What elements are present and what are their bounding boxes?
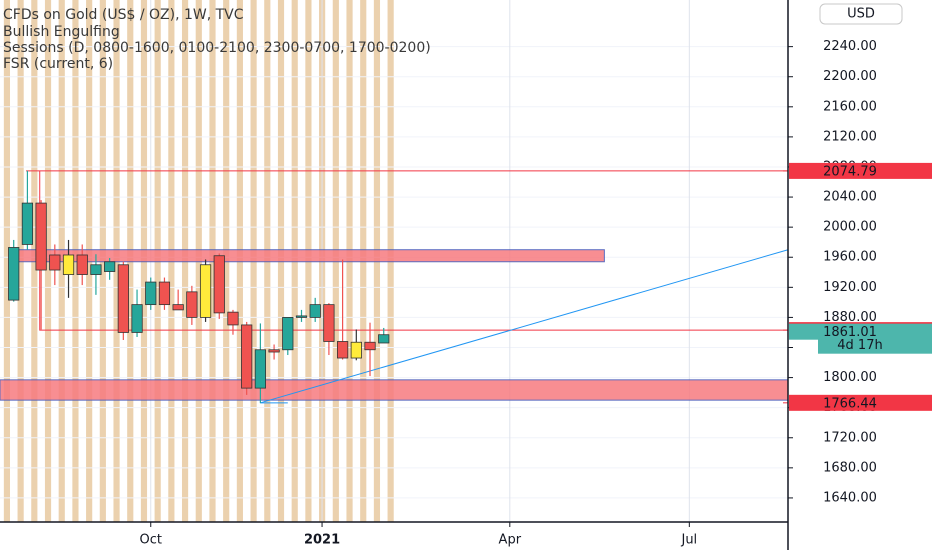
currency-button[interactable]	[819, 3, 903, 25]
candle-body	[90, 264, 102, 275]
zone	[0, 379, 789, 401]
candle-body	[21, 202, 34, 245]
candle-body	[131, 304, 143, 333]
candle-body	[254, 349, 266, 389]
candle-body	[227, 311, 239, 326]
candle-body	[364, 341, 376, 351]
y-tick-label: 2160.00	[823, 99, 877, 114]
indicator: FSR (current, 6)	[3, 56, 113, 72]
price-tag-label: 2074.79	[823, 164, 877, 179]
candle-body	[145, 281, 157, 306]
y-tick-label: 1720.00	[823, 430, 877, 445]
y-tick-label: 2040.00	[823, 190, 877, 205]
trend-line	[260, 249, 789, 404]
candle-body	[172, 304, 184, 311]
candle-body	[309, 304, 321, 318]
y-tick-label: 1640.00	[823, 490, 877, 505]
y-tick-label: 2240.00	[823, 39, 877, 54]
candle-body	[199, 264, 212, 318]
candle-body	[76, 254, 88, 275]
y-tick-label: 1880.00	[823, 310, 877, 325]
candle-body	[158, 281, 171, 306]
candle-body	[323, 304, 335, 342]
price-tag-label: 1861.01	[823, 325, 877, 340]
y-tick-label: 2120.00	[823, 129, 877, 144]
plot-area	[0, 0, 789, 522]
chart-title: CFDs on Gold (US$ / OZ), 1W, TVC	[3, 7, 244, 23]
y-tick-label: 2000.00	[823, 220, 877, 235]
candle-body	[295, 315, 308, 318]
candle-body	[241, 324, 253, 389]
candle-body	[186, 291, 198, 318]
candle-body	[104, 261, 116, 272]
price-tag-label: 1766.44	[823, 396, 877, 411]
y-tick-label: 1800.00	[823, 370, 877, 385]
price-tag	[789, 323, 932, 340]
y-tick-label: 1960.00	[823, 250, 877, 265]
candle-body	[35, 202, 47, 271]
candle-body	[337, 341, 349, 359]
candle-body	[213, 255, 225, 314]
countdown-label: 4d 17h	[837, 338, 882, 353]
x-tick-label: Jul	[680, 533, 697, 548]
candle-body	[62, 254, 75, 275]
y-tick-label: 2200.00	[823, 69, 877, 84]
candle-body	[117, 264, 129, 333]
x-tick-label: Apr	[499, 533, 522, 548]
currency-label[interactable]: USD	[847, 7, 875, 22]
candle-body	[282, 317, 294, 351]
indicator: Sessions (D, 0800-1600, 0100-2100, 2300-…	[3, 40, 431, 56]
x-tick-label: 2021	[304, 533, 340, 548]
candle-body	[350, 341, 362, 359]
candle-body	[378, 334, 390, 344]
y-tick-label: 1920.00	[823, 280, 877, 295]
candle-body	[268, 349, 280, 353]
x-tick-label: Oct	[140, 533, 162, 548]
zone	[10, 249, 605, 263]
indicator: Bullish Engulfing	[3, 24, 120, 40]
candle-body	[8, 247, 20, 301]
session-band	[3, 0, 11, 522]
candle-body	[49, 254, 61, 271]
y-tick-label: 1680.00	[823, 460, 877, 475]
price-tag	[789, 162, 932, 179]
countdown-tag	[818, 337, 932, 354]
price-tag	[789, 394, 932, 411]
